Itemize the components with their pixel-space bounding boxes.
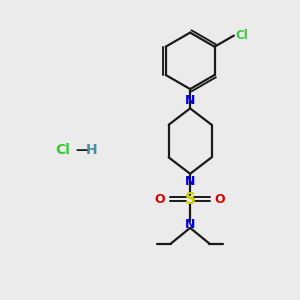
- Text: S: S: [184, 191, 196, 206]
- Text: N: N: [185, 218, 195, 231]
- Text: H: H: [86, 143, 98, 157]
- Text: O: O: [155, 193, 166, 206]
- Text: N: N: [185, 94, 195, 107]
- Text: Cl: Cl: [236, 29, 248, 42]
- Text: N: N: [185, 175, 195, 188]
- Text: —: —: [71, 143, 90, 157]
- Text: O: O: [215, 193, 225, 206]
- Text: Cl: Cl: [55, 143, 70, 157]
